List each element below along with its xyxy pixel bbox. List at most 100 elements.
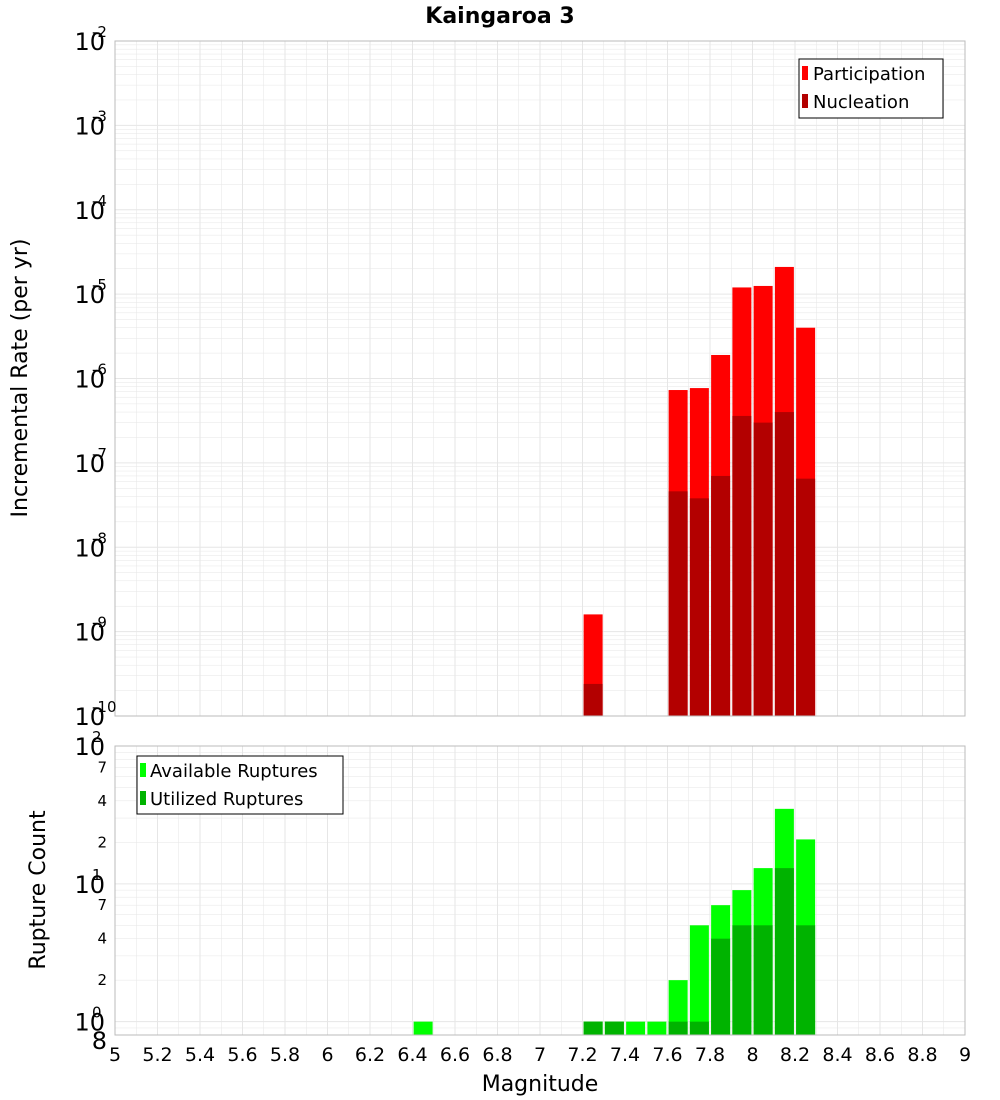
top-y-tick-base: 10: [74, 703, 105, 731]
bottom-bar-available-ruptures: [689, 925, 709, 1035]
x-axis-label: Magnitude: [482, 1072, 599, 1097]
bottom-bar-utilized-ruptures: [689, 1021, 709, 1035]
top-bar-nucleation: [689, 498, 709, 716]
top-plot-grid: [115, 41, 965, 716]
top-y-tick-base: 10: [74, 112, 105, 140]
bottom-bar-utilized-ruptures: [796, 925, 816, 1035]
top-bar-nucleation: [796, 478, 816, 716]
x-tick-label: 5.2: [142, 1044, 172, 1066]
bottom-y-minor-tick: 7: [97, 896, 107, 914]
top-bar-nucleation: [753, 422, 773, 716]
x-tick-label: 7.6: [652, 1044, 682, 1066]
legend-swatch-participation: [802, 66, 808, 80]
bottom-y-tick-base: 10: [74, 871, 105, 899]
top-y-tick-exponent: -7: [92, 445, 107, 463]
x-tick-label: 8.8: [907, 1044, 937, 1066]
bottom-y-tick-base: 10: [74, 733, 105, 761]
x-tick-label: 8.6: [865, 1044, 895, 1066]
top-bar-nucleation: [711, 475, 731, 716]
bottom-y-minor-tick: 2: [97, 833, 107, 851]
bottom-bar-utilized-ruptures: [753, 925, 773, 1035]
top-y-tick-base: 10: [74, 281, 105, 309]
top-bar-nucleation: [774, 412, 794, 716]
bottom-y-minor-tick: 7: [97, 758, 107, 776]
x-tick-labels: 5 5.2 5.4 5.6 5.8 6 6.2 6.4 6.6 6.8 7 7.2 7.4 7.6 7.8 8…: [109, 1044, 971, 1066]
x-tick-label: 7.4: [610, 1044, 640, 1066]
top-y-tick-exponent: -9: [92, 614, 107, 632]
top-y-tick-exponent: -8: [92, 529, 107, 547]
top-y-tick-exponent: -6: [92, 361, 107, 379]
top-y-tick-base: 10: [74, 197, 105, 225]
x-tick-label: 9: [959, 1044, 971, 1066]
legend-swatch-nucleation: [802, 94, 808, 108]
top-y-tick-base: 10: [74, 28, 105, 56]
top-bar-nucleation: [668, 491, 688, 716]
bottom-bar-utilized-ruptures: [732, 925, 752, 1035]
chart-title: Kaingaroa 3: [425, 4, 574, 29]
top-y-tick-exponent: -5: [92, 276, 107, 294]
top-y-tick-exponent: -2: [92, 23, 107, 41]
x-tick-label: 5.8: [270, 1044, 300, 1066]
bottom-bar-utilized-ruptures: [668, 1021, 688, 1035]
bottom-y-minor-tick: 8: [92, 1027, 107, 1055]
bottom-y-tick-base: 10: [74, 1009, 105, 1037]
top-y-tick-exponent: -10: [92, 698, 117, 716]
x-tick-label: 5: [109, 1044, 121, 1066]
top-y-axis-label: Incremental Rate (per yr): [8, 239, 33, 518]
legend-label-participation: Participation: [813, 64, 925, 85]
x-tick-label: 6.4: [397, 1044, 427, 1066]
bottom-bar-utilized-ruptures: [583, 1021, 603, 1035]
x-tick-label: 7: [534, 1044, 546, 1066]
bottom-y-minor-tick: 4: [97, 930, 107, 948]
bottom-bar-utilized-ruptures: [774, 868, 794, 1035]
x-tick-label: 8.4: [822, 1044, 852, 1066]
x-tick-label: 6.2: [355, 1044, 385, 1066]
top-y-tick-exponent: -3: [92, 107, 107, 125]
top-y-tick-base: 10: [74, 450, 105, 478]
top-plot-frame: [114, 40, 966, 717]
bottom-plot-grid: [115, 746, 965, 1035]
bottom-bar-utilized-ruptures: [711, 938, 731, 1035]
x-tick-label: 8.2: [780, 1044, 810, 1066]
bottom-legend: Available Ruptures Utilized Ruptures: [136, 755, 344, 815]
top-bar-nucleation: [732, 415, 752, 716]
bottom-legend-box: [136, 755, 344, 815]
legend-label-nucleation: Nucleation: [813, 92, 909, 113]
bottom-bar-utilized-ruptures: [604, 1021, 624, 1035]
x-tick-label: 7.2: [567, 1044, 597, 1066]
bottom-y-tick-exponent: 0: [92, 1004, 102, 1022]
bottom-y-axis-label: Rupture Count: [26, 810, 51, 970]
top-legend-box: [798, 58, 944, 119]
bottom-y-tick-exponent: 1: [92, 866, 102, 884]
x-tick-label: 5.6: [227, 1044, 257, 1066]
top-y-tick-base: 10: [74, 366, 105, 394]
x-tick-label: 7.8: [695, 1044, 725, 1066]
bottom-bar-available-ruptures: [647, 1021, 667, 1035]
bottom-y-tick-exponent: 2: [92, 728, 102, 746]
bottom-y-minor-tick: 2: [97, 971, 107, 989]
x-tick-label: 6.6: [440, 1044, 470, 1066]
top-y-tick-base: 10: [74, 534, 105, 562]
x-tick-label: 6.8: [482, 1044, 512, 1066]
legend-swatch-utilized: [140, 791, 146, 805]
top-y-tick-exponent: -4: [92, 192, 107, 210]
top-legend: Participation Nucleation: [798, 58, 944, 119]
bottom-bar-available-ruptures: [413, 1021, 433, 1035]
x-tick-label: 5.4: [185, 1044, 215, 1066]
top-bar-nucleation: [583, 683, 603, 716]
top-y-tick-base: 10: [74, 619, 105, 647]
legend-label-available: Available Ruptures: [150, 761, 318, 782]
legend-label-utilized: Utilized Ruptures: [150, 789, 303, 810]
x-tick-label: 6: [321, 1044, 333, 1066]
x-tick-label: 8: [746, 1044, 758, 1066]
bottom-plot-frame: [114, 745, 966, 1036]
bottom-y-minor-tick: 4: [97, 792, 107, 810]
legend-swatch-available: [140, 763, 146, 777]
bottom-plot-bars: [413, 808, 816, 1035]
bottom-bar-available-ruptures: [626, 1021, 646, 1035]
top-plot-bars: [583, 266, 816, 716]
bottom-bar-available-ruptures: [668, 980, 688, 1035]
